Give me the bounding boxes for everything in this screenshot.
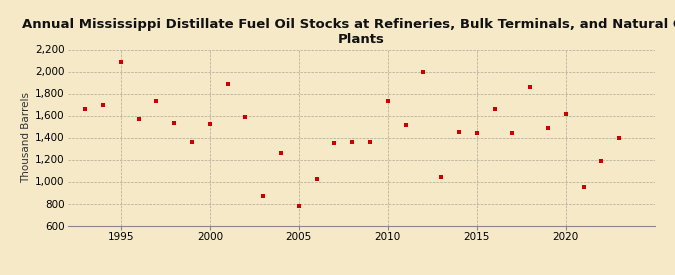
Point <box>258 194 269 198</box>
Point <box>98 102 109 107</box>
Point <box>524 85 535 89</box>
Point <box>471 131 482 135</box>
Point <box>614 135 624 140</box>
Point <box>80 107 90 111</box>
Point <box>169 121 180 125</box>
Point <box>115 59 126 64</box>
Point <box>347 140 358 144</box>
Point <box>222 81 233 86</box>
Point <box>578 185 589 189</box>
Point <box>133 117 144 121</box>
Point <box>418 69 429 74</box>
Title: Annual Mississippi Distillate Fuel Oil Stocks at Refineries, Bulk Terminals, and: Annual Mississippi Distillate Fuel Oil S… <box>22 18 675 46</box>
Point <box>240 114 251 119</box>
Point <box>543 125 554 130</box>
Point <box>311 177 322 182</box>
Point <box>489 107 500 111</box>
Point <box>560 112 571 117</box>
Point <box>329 141 340 145</box>
Y-axis label: Thousand Barrels: Thousand Barrels <box>21 92 31 183</box>
Point <box>205 122 215 127</box>
Point <box>596 158 607 163</box>
Point <box>507 131 518 135</box>
Point <box>400 123 411 128</box>
Point <box>187 140 198 144</box>
Point <box>436 175 447 179</box>
Point <box>275 151 286 155</box>
Point <box>294 204 304 208</box>
Point <box>454 130 464 134</box>
Point <box>383 99 394 103</box>
Point <box>364 140 375 144</box>
Point <box>151 99 162 103</box>
